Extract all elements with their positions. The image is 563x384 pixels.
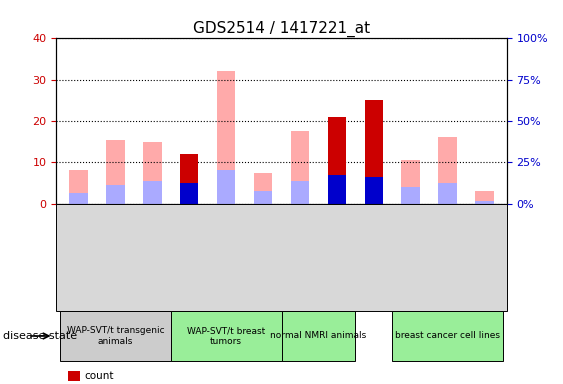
Bar xyxy=(475,202,494,204)
Bar xyxy=(365,100,383,204)
Bar xyxy=(401,187,420,204)
Text: disease state: disease state xyxy=(3,331,77,341)
Bar xyxy=(69,170,88,204)
Bar xyxy=(475,191,494,204)
Bar xyxy=(254,191,272,204)
Bar xyxy=(291,181,309,204)
Text: normal NMRI animals: normal NMRI animals xyxy=(270,331,367,341)
Bar xyxy=(401,160,420,204)
Bar xyxy=(106,139,124,204)
Bar xyxy=(217,170,235,204)
Text: WAP-SVT/t breast
tumors: WAP-SVT/t breast tumors xyxy=(187,326,265,346)
Title: GDS2514 / 1417221_at: GDS2514 / 1417221_at xyxy=(193,21,370,37)
Text: breast cancer cell lines: breast cancer cell lines xyxy=(395,331,500,341)
Bar xyxy=(328,117,346,204)
Bar xyxy=(365,177,383,204)
Bar xyxy=(439,183,457,204)
Bar xyxy=(439,137,457,204)
Bar xyxy=(291,131,309,204)
Text: WAP-SVT/t transgenic
animals: WAP-SVT/t transgenic animals xyxy=(66,326,164,346)
Bar xyxy=(106,185,124,204)
Bar xyxy=(143,142,162,204)
Bar xyxy=(180,154,198,204)
Bar xyxy=(69,193,88,204)
Text: count: count xyxy=(84,371,114,381)
Bar xyxy=(254,172,272,204)
Bar xyxy=(328,175,346,204)
Bar xyxy=(217,71,235,204)
Bar xyxy=(180,183,198,204)
Bar xyxy=(143,181,162,204)
